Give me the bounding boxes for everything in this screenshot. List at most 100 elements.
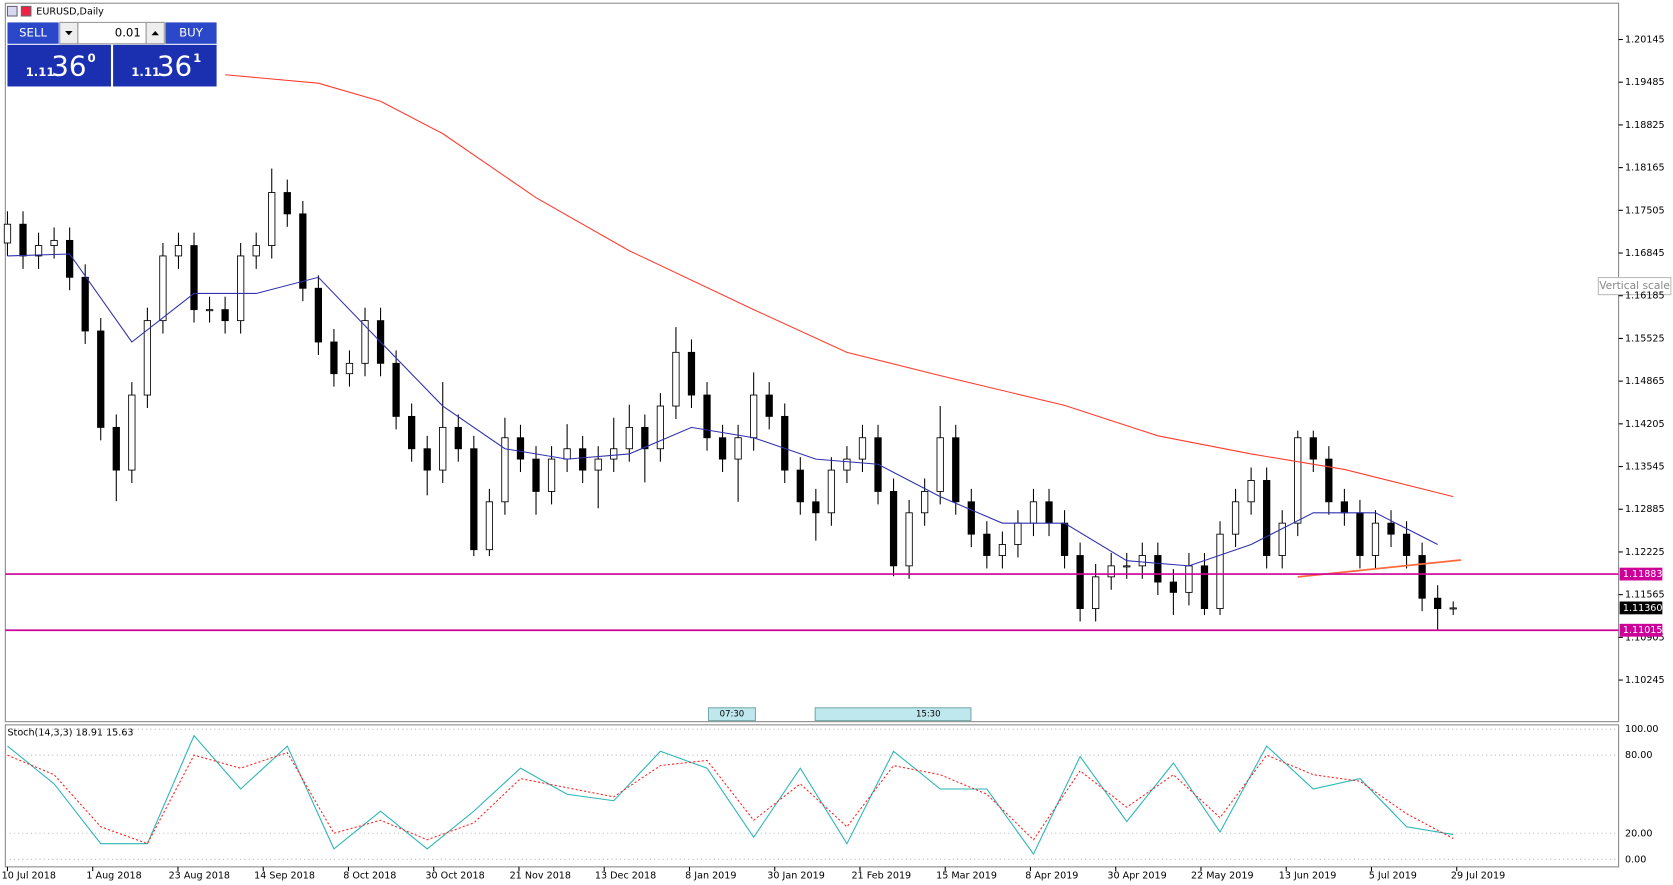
candle-body (1169, 581, 1178, 593)
x-tick-label: 5 Jul 2019 (1369, 870, 1417, 881)
x-tick-label: 21 Nov 2018 (510, 870, 571, 881)
candle-body (1294, 437, 1302, 524)
candle-body (1014, 522, 1022, 545)
x-tick-label: 22 May 2019 (1191, 870, 1254, 881)
level-label: 1.11883 (1623, 569, 1663, 580)
x-tick-label: 8 Oct 2018 (343, 870, 396, 881)
y-tick-label: 1.12885 (1625, 504, 1665, 515)
candle-body (967, 501, 975, 535)
candle-body (361, 320, 369, 364)
candle-body (827, 469, 836, 514)
y-tick-label: 1.11565 (1625, 590, 1665, 601)
candle-body (299, 213, 307, 289)
y-tick-label: 1.14865 (1625, 376, 1665, 387)
y-tick-label: 20.00 (1625, 828, 1652, 839)
candle-body (1278, 522, 1286, 556)
trade-panel: SELL 0.01 BUY 1.11 36 0 1.11 36 1 (7, 21, 217, 87)
candle-body (205, 309, 214, 312)
y-tick-label: 1.20145 (1625, 34, 1665, 45)
event-label: 07:30 (720, 710, 745, 720)
bid-big: 1.11 (26, 65, 55, 79)
candle-body (1309, 437, 1317, 460)
candle-body (781, 415, 789, 471)
candle-body (1200, 565, 1209, 609)
candle-body (1387, 522, 1395, 535)
candle-body (1371, 522, 1380, 556)
candle-body (439, 426, 447, 471)
candle-body (1216, 533, 1224, 609)
level-label: 1.11015 (1623, 625, 1663, 636)
candle-body (190, 245, 198, 311)
candle-body (1449, 607, 1457, 610)
x-tick-label: 30 Apr 2019 (1107, 870, 1166, 881)
candle-body (252, 245, 260, 257)
sell-button[interactable] (7, 22, 59, 44)
window-title: EURUSD,Daily (36, 7, 104, 18)
candle-body (501, 437, 509, 503)
x-tick-label: 8 Jan 2019 (685, 870, 736, 881)
event-marker[interactable] (707, 707, 756, 722)
window-icon (20, 5, 32, 17)
candle-body (672, 351, 680, 407)
ask-box[interactable] (113, 44, 217, 87)
candle-body (3, 223, 12, 244)
bid-box[interactable] (7, 44, 111, 87)
y-tick-label: 1.17505 (1625, 205, 1665, 216)
candle-body (734, 437, 742, 460)
y-tick-label: 1.16845 (1625, 248, 1665, 259)
y-tick-label: 1.10245 (1625, 675, 1665, 686)
candle-body (1029, 501, 1038, 524)
candle-body (1418, 555, 1426, 599)
up-arrow (151, 30, 159, 36)
candle-body (97, 330, 105, 428)
y-tick-label: 0.00 (1625, 854, 1646, 865)
candle-body (1247, 480, 1255, 503)
y-tick-label: 1.15525 (1625, 333, 1665, 344)
candle-body (50, 239, 58, 247)
candle-body (19, 223, 27, 257)
candle-body (1402, 533, 1411, 556)
window-icon (6, 5, 18, 17)
bid-frac: 0 (87, 51, 95, 65)
stoch-panel (4, 724, 1620, 868)
candle-body (330, 341, 338, 375)
candle-body (625, 426, 633, 450)
candle-body (656, 405, 665, 450)
candle-body (159, 255, 167, 322)
candle-body (1325, 458, 1333, 503)
candle-body (905, 512, 913, 567)
candle-body (1434, 597, 1442, 609)
event-marker[interactable] (814, 707, 972, 722)
x-tick-label: 1 Aug 2018 (86, 870, 141, 881)
candle-body (547, 458, 556, 492)
x-tick-label: 8 Apr 2019 (1025, 870, 1078, 881)
candle-body (921, 491, 929, 514)
candle-body (408, 415, 416, 450)
sell-label: SELL (19, 26, 47, 40)
x-tick-label: 15 Mar 2019 (936, 870, 997, 881)
ask-big: 1.11 (131, 65, 160, 79)
candle-body (268, 192, 276, 247)
y-tick-label: 1.13545 (1625, 462, 1665, 473)
y-tick-label: 1.19485 (1625, 77, 1665, 88)
tooltip-box (1597, 277, 1672, 296)
candle-body (765, 394, 773, 417)
candle-body (983, 533, 991, 556)
level-tag (1619, 623, 1663, 637)
ask-frac: 1 (193, 51, 201, 65)
event-label: 15:30 (916, 710, 941, 720)
buy-button[interactable] (165, 22, 217, 44)
y-tick-label: 1.10905 (1625, 632, 1665, 643)
y-tick-label: 1.16185 (1625, 291, 1665, 302)
candle-body (889, 491, 898, 567)
candle-body (423, 448, 431, 471)
candle-body (750, 394, 758, 439)
candle-body (812, 501, 820, 514)
candle-body (174, 245, 183, 257)
candle-body (1123, 565, 1131, 568)
candle-body (516, 437, 525, 460)
candle-body (392, 362, 400, 417)
candle-body (34, 245, 43, 257)
